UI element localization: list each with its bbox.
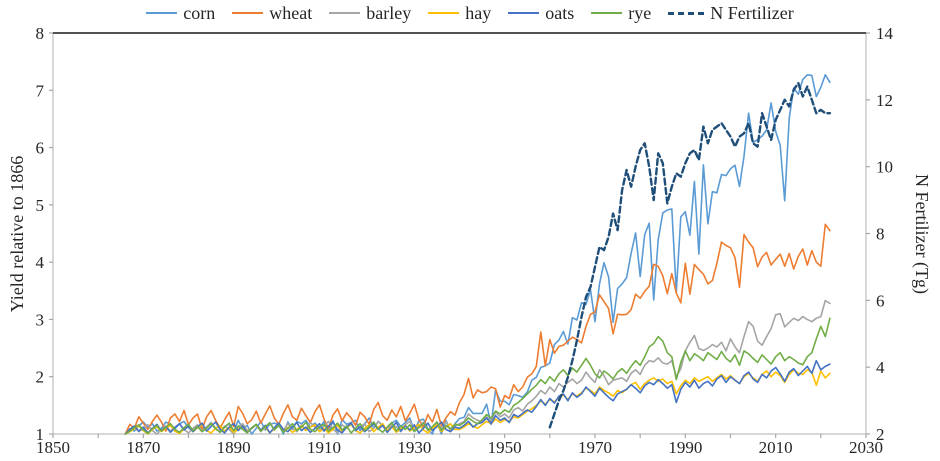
legend-item-n-fertilizer: N Fertilizer [668,2,794,24]
legend-item-barley: barley [329,2,411,24]
y-axis-title-right: N Fertilizer (Tg) [912,174,932,294]
legend-line-rye-icon [591,12,623,14]
y-right-tick-label: 6 [876,291,885,310]
series-line-barley [124,299,831,435]
legend-label-corn: corn [183,3,216,23]
x-tick-label: 2030 [849,438,883,457]
y-right-tick-label: 14 [876,24,894,43]
x-tick-label: 1930 [397,438,431,457]
legend-line-oats-icon [508,12,540,14]
y-right-tick-label: 2 [876,425,885,444]
y-left-tick-label: 6 [36,139,45,158]
x-tick-label: 1910 [307,438,341,457]
y-left-tick-label: 7 [36,81,45,100]
x-tick-label: 1990 [668,438,702,457]
y-left-tick-label: 4 [36,253,45,272]
legend-item-hay: hay [428,2,491,24]
y-left-tick-label: 8 [36,24,45,43]
y-left-tick-label: 1 [36,425,45,444]
y-left-tick-label: 2 [36,368,45,387]
x-tick-label: 1970 [578,438,612,457]
series-line-wheat [124,223,831,435]
legend-line-hay-icon [428,12,460,14]
legend-label-hay: hay [465,3,492,23]
series-line-rye [124,317,831,435]
x-tick-label: 1950 [488,438,522,457]
series-line-n-fertilizer [548,81,832,429]
legend-item-oats: oats [508,2,574,24]
legend-item-corn: corn [146,2,215,24]
legend-item-wheat: wheat [232,2,312,24]
legend-item-rye: rye [591,2,651,24]
legend-line-corn-icon [146,12,178,14]
legend-label-barley: barley [366,3,412,23]
legend-label-n-fertilizer: N Fertilizer [710,3,794,23]
x-tick-label: 1850 [36,438,70,457]
legend-label-wheat: wheat [269,3,313,23]
y-right-tick-label: 10 [876,158,893,177]
y-right-tick-label: 12 [876,91,893,110]
legend-line-barley-icon [329,12,361,14]
x-tick-label: 2010 [759,438,793,457]
y-axis-title-left: Yield relative to 1866 [7,155,27,313]
x-tick-label: 1890 [217,438,251,457]
legend-label-rye: rye [628,3,652,23]
y-left-tick-label: 3 [36,310,45,329]
y-left-tick-label: 5 [36,196,45,215]
legend-line-wheat-icon [232,12,264,14]
chart-legend: corn wheat barley hay oats rye N Fertili… [0,2,940,24]
y-right-tick-label: 8 [876,225,885,244]
y-right-tick-label: 4 [876,358,885,377]
legend-line-n-fertilizer-icon [668,11,705,15]
legend-label-oats: oats [545,3,575,23]
x-tick-label: 1870 [126,438,160,457]
